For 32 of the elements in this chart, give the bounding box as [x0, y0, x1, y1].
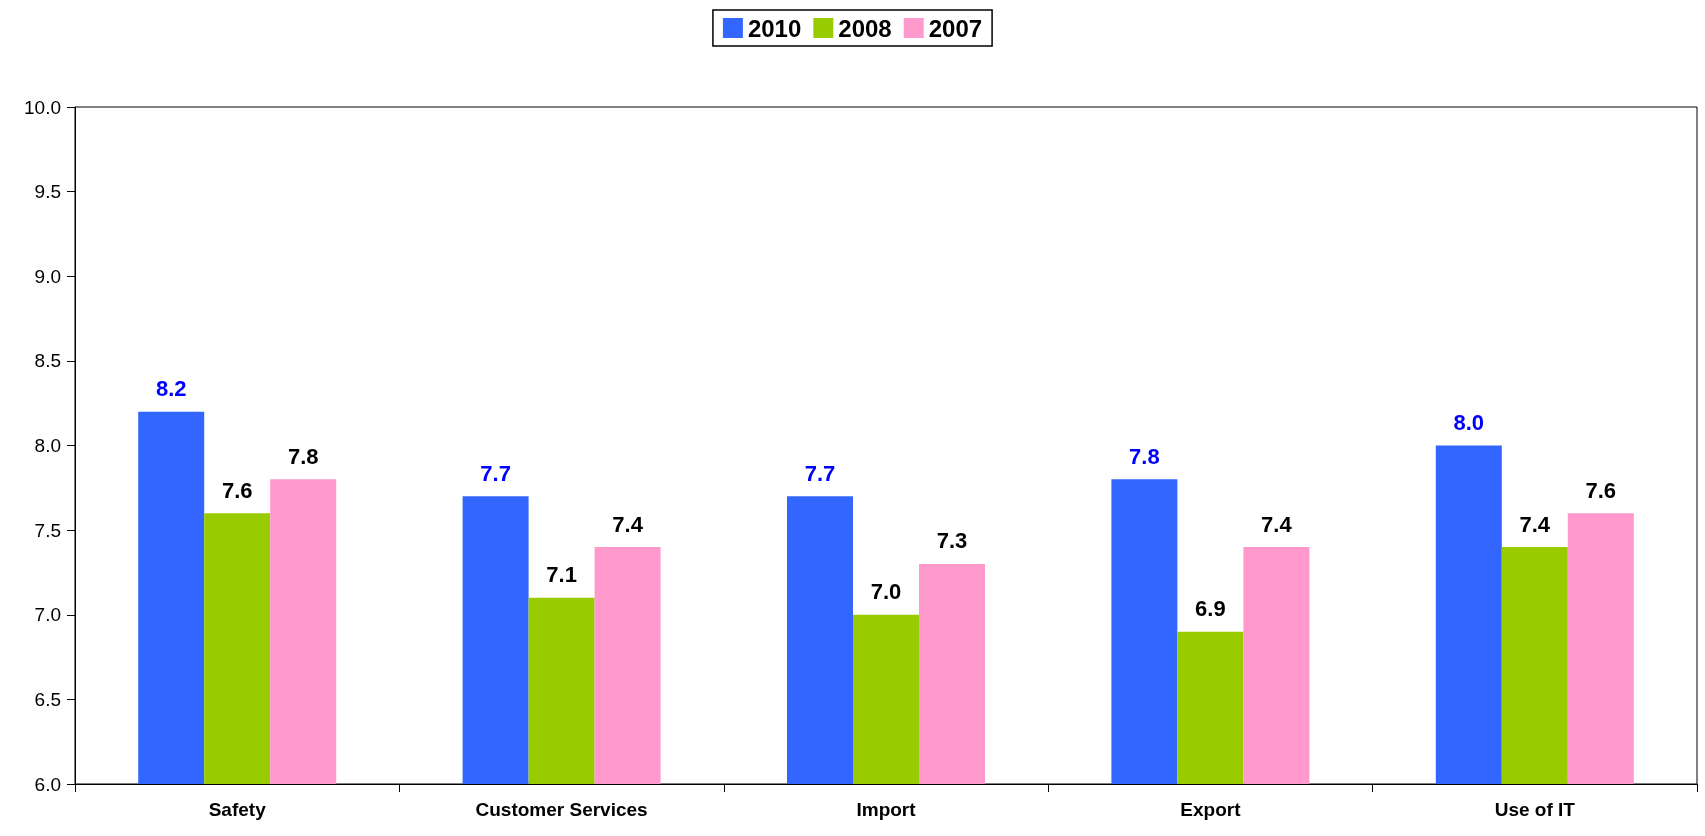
data-label: 8.0 [1453, 410, 1485, 435]
data-label: 7.6 [1585, 477, 1617, 503]
x-tick-label: Export [1180, 799, 1242, 820]
legend-label: 2008 [838, 14, 892, 42]
data-label: 7.8 [1129, 443, 1160, 469]
legend-label: 2007 [928, 14, 983, 42]
y-tick-label: 9.0 [34, 265, 61, 287]
y-tick-label: 7.5 [34, 519, 61, 541]
data-label: 7.3 [936, 528, 968, 554]
data-label: 7.4 [1261, 511, 1293, 537]
x-tick-label: Import [856, 799, 917, 820]
data-label: 8.2 [155, 376, 187, 402]
x-tick-label: Use of IT [1494, 799, 1576, 820]
data-label: 7.0 [870, 579, 902, 605]
y-tick-label: 6.5 [34, 688, 61, 710]
data-label: 6.9 [1195, 596, 1226, 622]
data-label: 7.4 [1519, 511, 1551, 537]
legend-label: 2010 [747, 14, 802, 42]
y-tick-label: 8.0 [34, 435, 61, 456]
data-label: 7.7 [480, 460, 511, 486]
y-tick-label: 10.0 [24, 96, 61, 118]
data-label: 7.6 [221, 477, 253, 503]
data-label: 7.8 [287, 443, 319, 469]
data-label: 7.7 [804, 460, 836, 486]
data-label: 7.1 [546, 562, 577, 588]
x-tick-label: Customer Services [475, 799, 648, 820]
y-tick-label: 7.0 [34, 604, 61, 626]
y-tick-label: 9.5 [34, 181, 61, 203]
x-tick-label: Safety [208, 799, 267, 820]
data-label: 7.4 [612, 511, 644, 537]
y-tick-label: 8.5 [34, 350, 61, 372]
y-tick-label: 6.0 [34, 773, 61, 795]
